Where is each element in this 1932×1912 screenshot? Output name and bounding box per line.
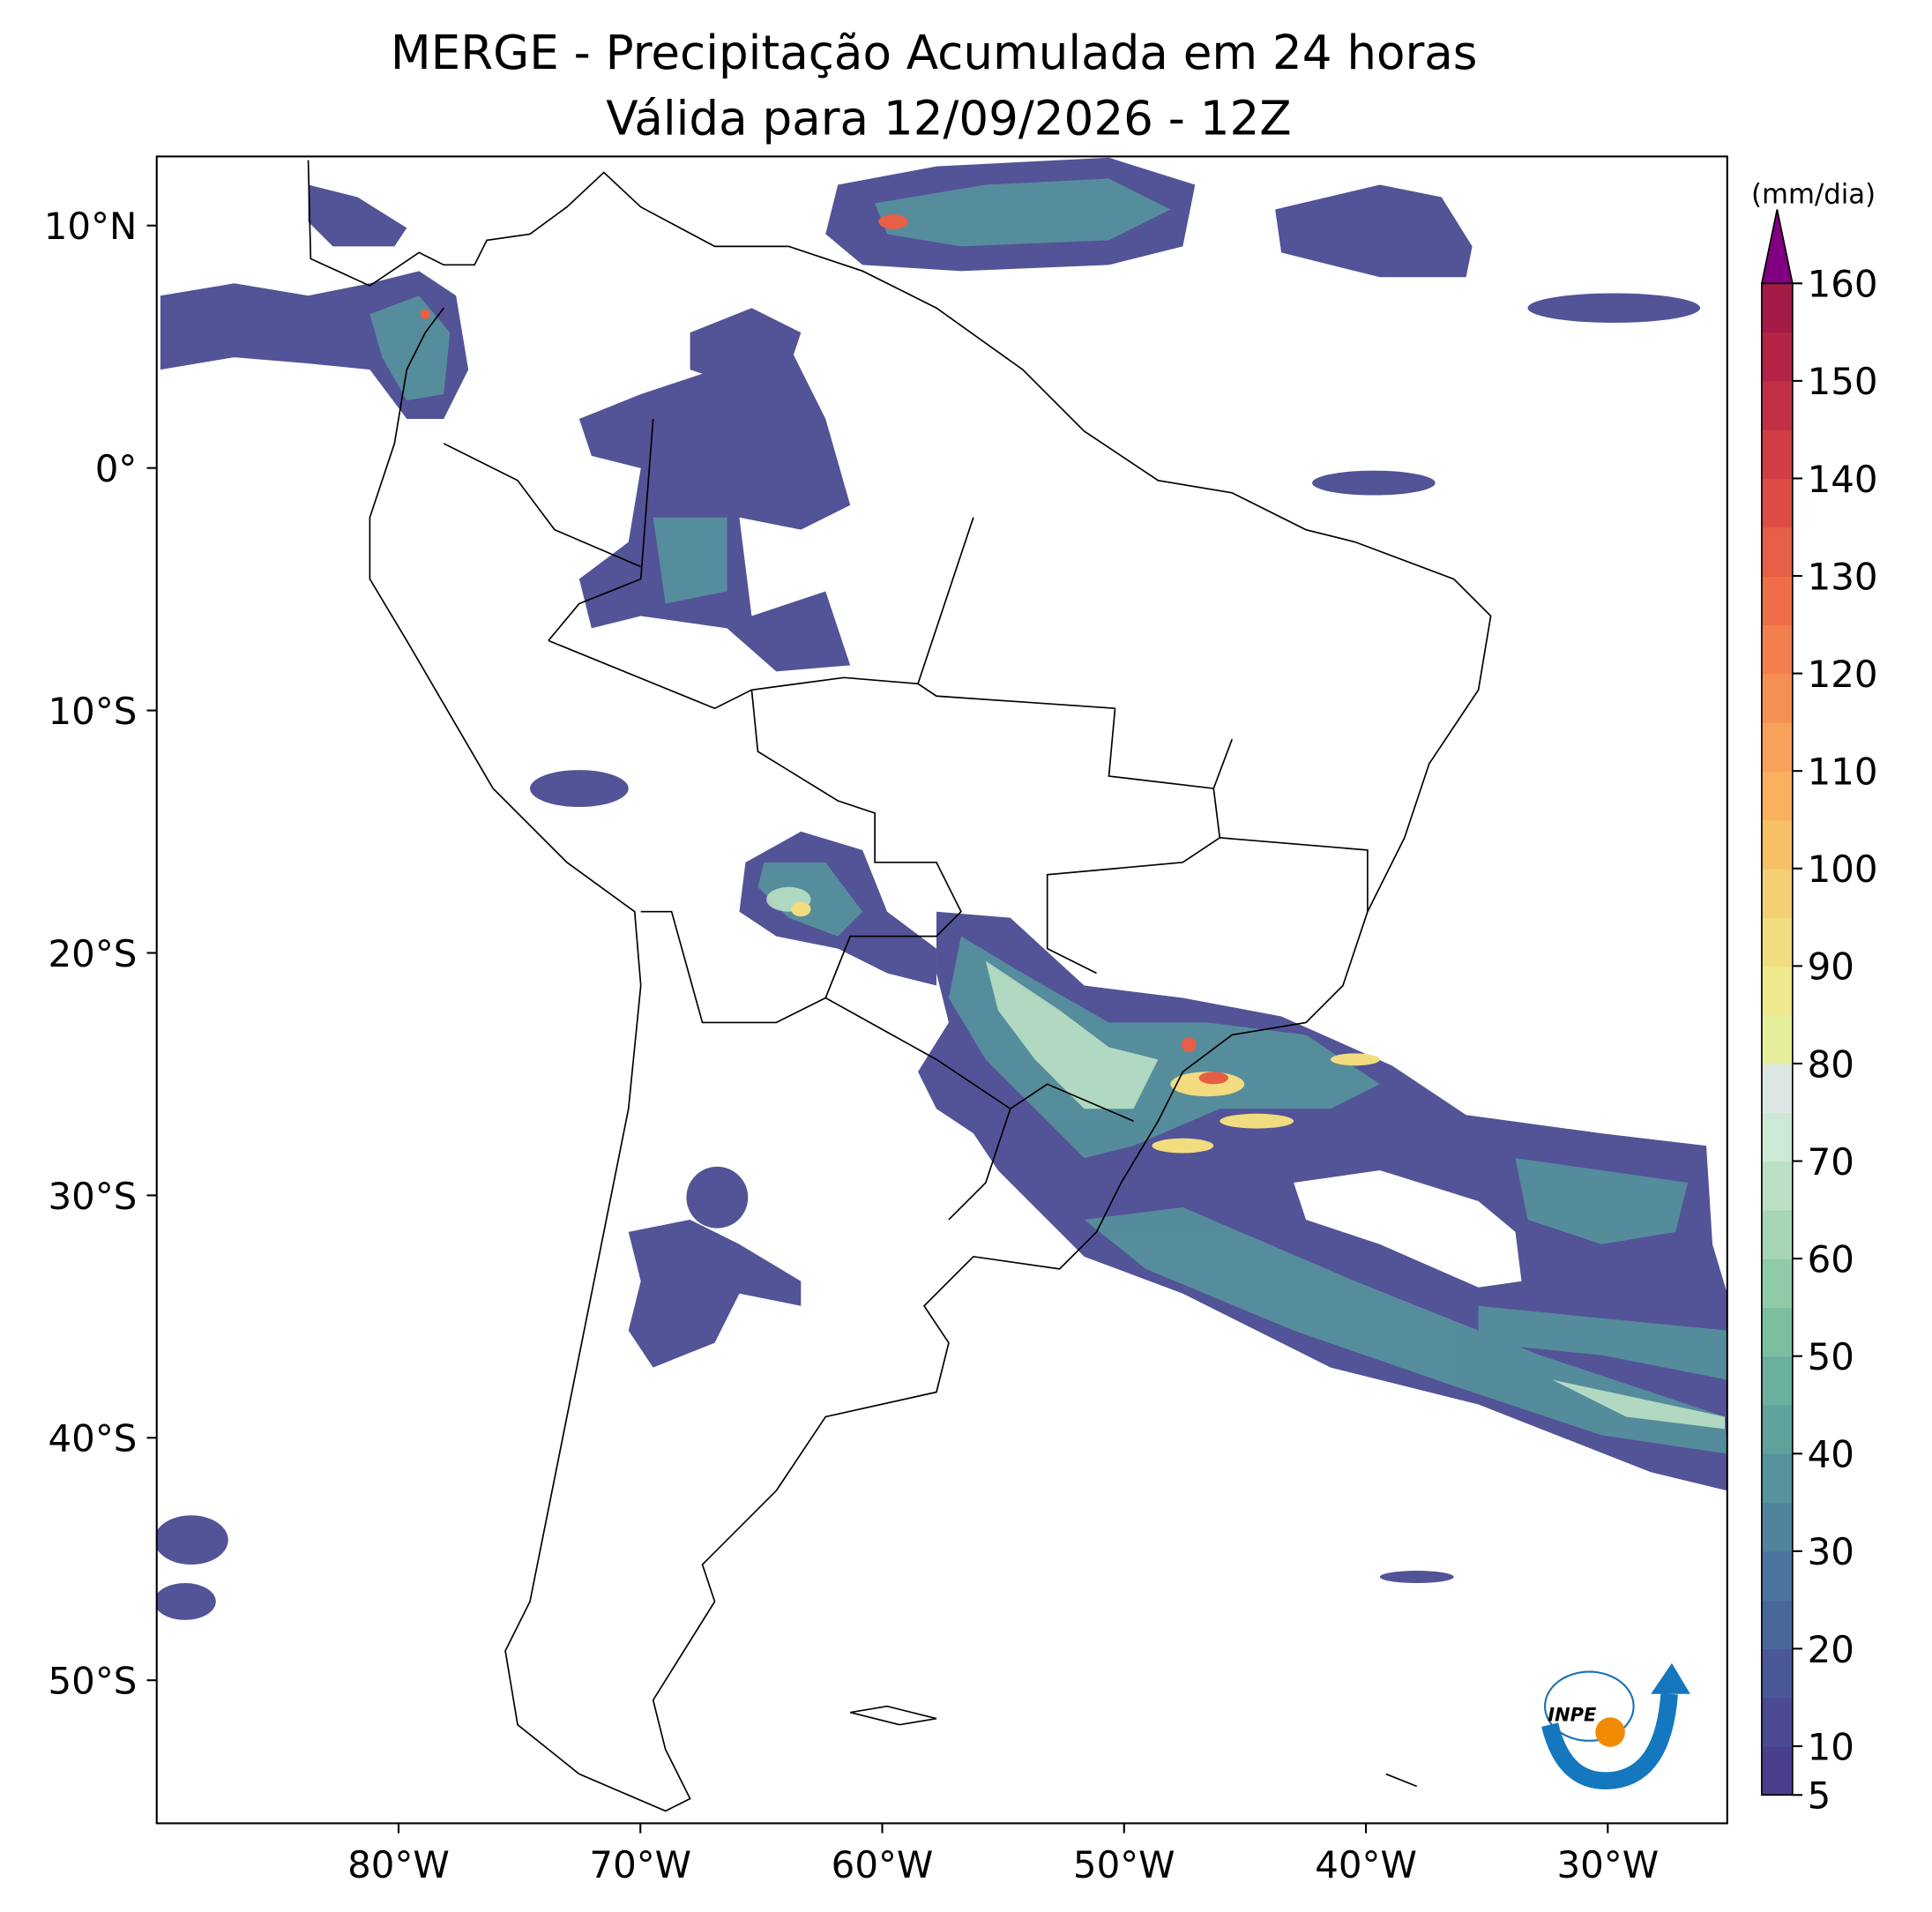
y-tick-label: 10°N xyxy=(44,205,138,248)
x-tick-label: 80°W xyxy=(347,1843,450,1886)
inpe-logo: INPE xyxy=(1541,1662,1690,1789)
colorbar-tick-label: 30 xyxy=(1808,1530,1854,1573)
colorbar-tick-label: 80 xyxy=(1808,1042,1854,1086)
colorbar-swatch xyxy=(1761,624,1793,675)
x-tick-label: 60°W xyxy=(832,1843,934,1886)
x-tick-label: 50°W xyxy=(1073,1843,1175,1886)
colorbar-label: (mm/dia) xyxy=(1751,178,1876,210)
colorbar-tick-label: 90 xyxy=(1808,945,1854,989)
colorbar-extend xyxy=(1760,209,1794,285)
colorbar-swatch xyxy=(1761,1307,1793,1357)
colorbar-swatch xyxy=(1761,868,1793,918)
colorbar-tick-label: 110 xyxy=(1808,751,1878,794)
colorbar-swatch xyxy=(1761,1600,1793,1650)
colorbar-tick-label: 140 xyxy=(1808,458,1878,501)
colorbar-tick-label: 160 xyxy=(1808,263,1878,306)
colorbar-tick-label: 10 xyxy=(1808,1725,1854,1768)
colorbar-tick-label: 40 xyxy=(1808,1433,1854,1476)
colorbar-swatch xyxy=(1761,721,1793,772)
colorbar-swatch xyxy=(1761,819,1793,870)
colorbar-swatch xyxy=(1761,771,1793,821)
colorbar-tick-label: 60 xyxy=(1808,1237,1854,1281)
subtitle: Válida para 12/09/2026 - 12Z xyxy=(606,91,1291,146)
colorbar-swatch xyxy=(1761,1014,1793,1064)
colorbar-tick-label: 120 xyxy=(1808,653,1878,696)
colorbar-swatch xyxy=(1761,576,1793,626)
colorbar-swatch xyxy=(1761,1453,1793,1504)
colorbar-swatch xyxy=(1761,332,1793,382)
colorbar-swatch xyxy=(1761,673,1793,723)
title: MERGE - Precipitação Acumulada em 24 hor… xyxy=(391,26,1478,80)
y-tick-label: 40°S xyxy=(48,1417,138,1460)
colorbar-tick-label: 50 xyxy=(1808,1335,1854,1378)
colorbar-swatch xyxy=(1761,1063,1793,1113)
y-tick-label: 0° xyxy=(95,447,138,490)
y-tick-label: 10°S xyxy=(48,690,138,733)
colorbar-tick-label: 70 xyxy=(1808,1140,1854,1184)
x-tick-label: 40°W xyxy=(1315,1843,1417,1886)
colorbar-swatch xyxy=(1761,1404,1793,1454)
precipitation-field xyxy=(156,157,1727,1620)
colorbar-swatch xyxy=(1761,1258,1793,1309)
colorbar-tick-label: 100 xyxy=(1808,848,1878,891)
coastlines xyxy=(307,160,1492,1812)
colorbar-swatch xyxy=(1761,1209,1793,1259)
colorbar-swatch xyxy=(1761,917,1793,967)
y-tick-label: 30°S xyxy=(48,1175,138,1218)
colorbar-swatch xyxy=(1761,527,1793,577)
colorbar-tick-label: 20 xyxy=(1808,1628,1854,1671)
colorbar-swatch xyxy=(1761,1502,1793,1552)
colorbar-swatch xyxy=(1761,1697,1793,1747)
colorbar-swatch xyxy=(1761,1550,1793,1601)
colorbar-swatch xyxy=(1761,966,1793,1016)
colorbar-swatch xyxy=(1761,478,1793,528)
colorbar-tick-label: 130 xyxy=(1808,555,1878,598)
colorbar-swatch xyxy=(1761,1648,1793,1699)
colorbar-tick-label: 5 xyxy=(1808,1774,1831,1818)
colorbar-swatch xyxy=(1761,1356,1793,1406)
colorbar-frame xyxy=(1761,282,1794,1796)
y-tick-label: 50°S xyxy=(48,1660,138,1703)
colorbar-swatch xyxy=(1761,1161,1793,1211)
x-tick-label: 70°W xyxy=(589,1843,691,1886)
colorbar-swatch xyxy=(1761,429,1793,480)
map-frame xyxy=(155,155,1728,1825)
x-tick-label: 30°W xyxy=(1556,1843,1659,1886)
colorbar-tick-label: 150 xyxy=(1808,360,1878,403)
colorbar-swatch xyxy=(1761,380,1793,430)
colorbar-swatch xyxy=(1761,1112,1793,1162)
logo-text: INPE xyxy=(1548,1704,1597,1725)
y-tick-label: 20°S xyxy=(48,932,138,975)
colorbar-swatch xyxy=(1761,283,1793,333)
colorbar-swatch xyxy=(1761,1746,1793,1796)
